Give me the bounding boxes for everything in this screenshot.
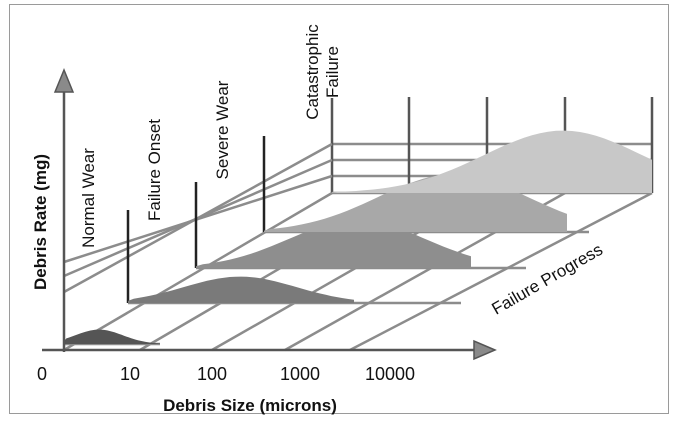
floor-gridline bbox=[349, 191, 653, 352]
x-tick-label-0: 0 bbox=[37, 364, 47, 384]
floor-gridline bbox=[63, 191, 333, 352]
chart-frame bbox=[9, 4, 669, 414]
x-tick-label-3: 1000 bbox=[280, 364, 320, 384]
y-axis-arrow bbox=[53, 68, 75, 93]
distribution-area-5 bbox=[332, 130, 652, 193]
x-tick-label-2: 100 bbox=[197, 364, 227, 384]
x-tick-label-4: 10000 bbox=[365, 364, 415, 384]
x-axis-title: Debris Size (microns) bbox=[163, 396, 337, 415]
y-axis-title: Debris Rate (mg) bbox=[31, 154, 50, 290]
distribution-area-2 bbox=[128, 276, 354, 303]
x-axis-arrow bbox=[473, 339, 497, 361]
stage-label-normal-wear: Normal Wear bbox=[79, 148, 98, 248]
distribution-area-1 bbox=[64, 329, 160, 344]
depth-axis-title: Failure Progress bbox=[488, 240, 606, 319]
side-wall-gridline bbox=[63, 174, 333, 264]
stage-label-catastrophic-failure: CatastrophicFailure bbox=[303, 24, 342, 120]
stage-label-severe-wear: Severe Wear bbox=[213, 80, 232, 179]
x-tick-label-1: 10 bbox=[120, 364, 140, 384]
stage-label-failure-onset: Failure Onset bbox=[145, 119, 164, 221]
